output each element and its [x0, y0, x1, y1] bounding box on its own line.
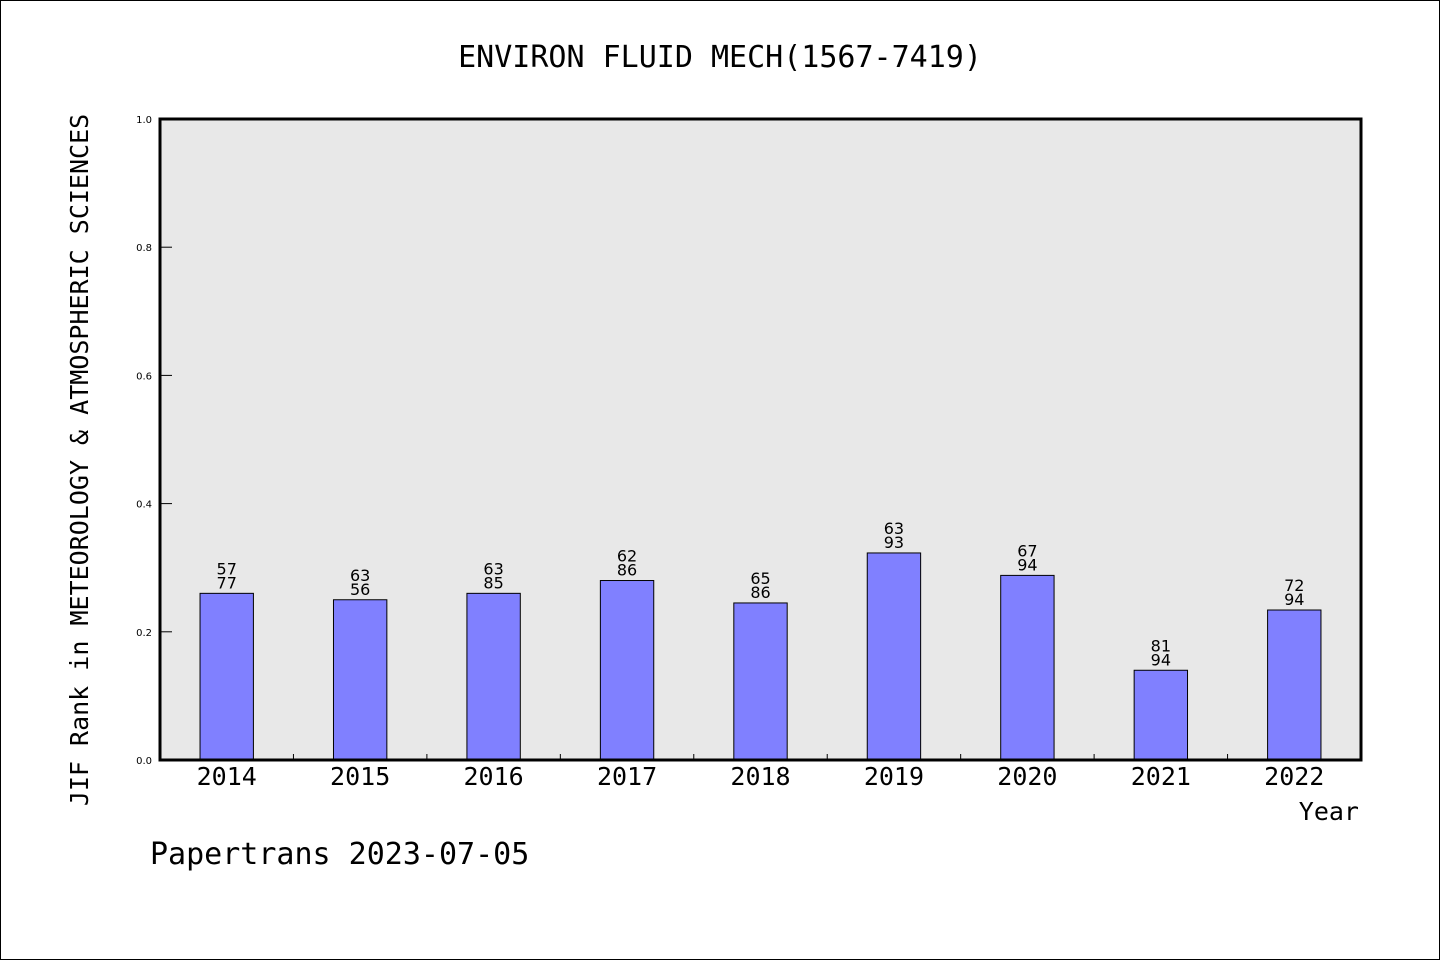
bar-rank-label: 57	[217, 559, 237, 578]
y-tick-label: 0.2	[136, 628, 152, 639]
bar-total-label: 94	[1017, 555, 1037, 574]
y-tick-label: 1.0	[136, 115, 152, 126]
bar-total-label: 93	[884, 533, 904, 552]
x-tick-label: 2015	[330, 762, 390, 791]
y-axis-label: JIF Rank in METEOROLOGY & ATMOSPHERIC SC…	[65, 114, 94, 806]
bar-total-label: 77	[217, 573, 237, 592]
bar-2020	[1000, 574, 1055, 761]
x-tick-label: 2016	[464, 762, 524, 791]
bar-2018	[733, 602, 788, 761]
bar-rank-label: 67	[1017, 541, 1037, 560]
plot-border	[158, 117, 1363, 762]
footer-credit: Papertrans 2023-07-05	[150, 837, 529, 872]
bar-total-label: 94	[1151, 650, 1171, 669]
bar-rank-label: 72	[1284, 576, 1304, 595]
bar-rank-label: 63	[350, 566, 370, 585]
x-tick-label: 2019	[864, 762, 924, 791]
bar-2019	[866, 552, 922, 761]
bar-total-label: 85	[483, 573, 503, 592]
x-tick-label: 2020	[997, 762, 1057, 791]
bar-total-label: 86	[750, 583, 770, 602]
bar-rank-label: 63	[884, 519, 904, 538]
x-tick-label: 2014	[197, 762, 257, 791]
bar-2017	[599, 580, 655, 761]
bar-total-label: 86	[617, 561, 637, 580]
x-axis-ticks: 2014 2015 2016 2017 2018 2019 2020 2021 2022	[197, 754, 1324, 791]
y-tick-label: 0.4	[136, 500, 152, 511]
bar-2015	[332, 599, 388, 761]
y-axis-ticks: 0.0 0.2 0.4 0.6 0.8 1.0	[136, 115, 172, 767]
x-tick-label: 2017	[597, 762, 657, 791]
y-tick-label: 0.8	[136, 243, 152, 254]
bar-2014	[199, 592, 254, 761]
x-tick-label: 2018	[730, 762, 790, 791]
bar-rank-label: 81	[1151, 636, 1171, 655]
bar-2022	[1267, 609, 1322, 761]
x-tick-label: 2022	[1264, 762, 1324, 791]
bar-total-label: 94	[1284, 590, 1304, 609]
bar-total-label: 56	[350, 580, 370, 599]
bar-2021	[1133, 669, 1189, 761]
x-axis-label: Year	[1299, 797, 1359, 826]
y-tick-label: 0.0	[136, 756, 152, 767]
bar-2016	[466, 592, 521, 761]
bar-rank-label: 62	[617, 547, 637, 566]
bar-rank-label: 65	[750, 569, 770, 588]
bar-rank-label: 63	[483, 559, 503, 578]
x-tick-label: 2021	[1131, 762, 1191, 791]
y-tick-label: 0.6	[136, 371, 152, 382]
chart-title: ENVIRON FLUID MECH(1567-7419)	[458, 40, 982, 75]
